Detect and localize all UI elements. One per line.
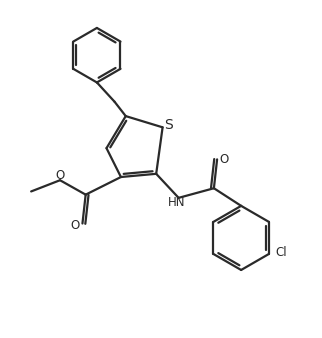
Text: O: O	[71, 219, 80, 232]
Text: O: O	[220, 153, 229, 166]
Text: Cl: Cl	[275, 246, 287, 259]
Text: O: O	[55, 169, 65, 182]
Text: HN: HN	[168, 196, 186, 209]
Text: S: S	[164, 118, 173, 132]
